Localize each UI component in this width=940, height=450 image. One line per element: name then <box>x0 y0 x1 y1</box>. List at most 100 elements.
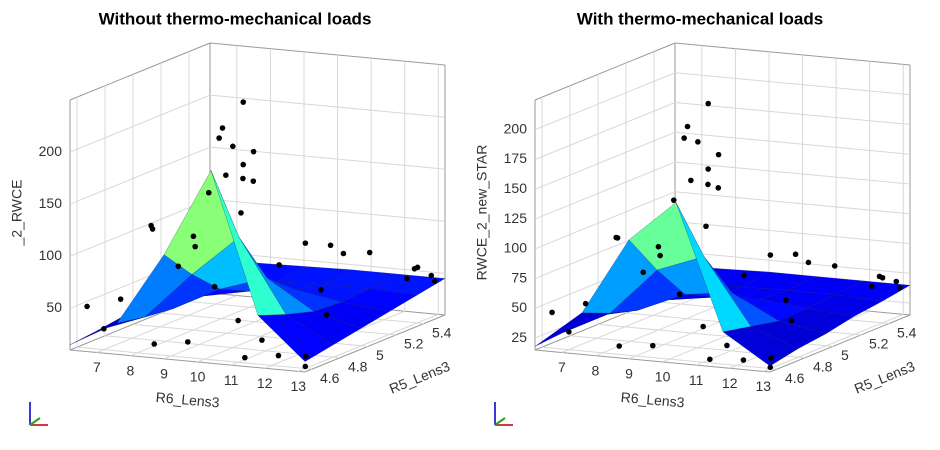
surface <box>534 202 911 367</box>
data-point <box>240 175 246 182</box>
data-point <box>302 363 309 370</box>
data-point <box>101 326 107 332</box>
data-point <box>192 243 198 250</box>
data-point <box>705 181 711 188</box>
z-tick-label: 75 <box>511 269 527 285</box>
box-edge <box>69 349 306 373</box>
data-point <box>724 342 730 349</box>
data-point <box>684 123 691 130</box>
data-point <box>184 339 191 345</box>
z-tick-label: 100 <box>39 247 63 263</box>
data-point <box>582 300 589 307</box>
surface-cell <box>722 326 799 367</box>
data-point <box>84 303 90 310</box>
y-axis-label: R5_Lens3 <box>387 358 452 397</box>
x-tick-label: 12 <box>257 375 273 391</box>
data-point <box>616 343 623 349</box>
data-point <box>805 259 812 266</box>
surface <box>69 170 446 362</box>
box-edge <box>69 42 211 101</box>
data-point <box>740 357 747 363</box>
box-edge <box>209 42 446 66</box>
y-tick-label: 5 <box>376 347 384 363</box>
x-tick-label: 11 <box>224 372 239 388</box>
y-tick-label: 5.2 <box>404 336 424 352</box>
data-point <box>783 297 789 304</box>
x-tick-label: 7 <box>558 359 566 375</box>
x-tick-label: 8 <box>127 362 135 378</box>
box-edge <box>674 42 911 66</box>
data-point <box>238 210 244 216</box>
data-point <box>549 309 555 316</box>
z-tick-label: 50 <box>511 299 527 315</box>
data-point <box>275 352 282 359</box>
z-tick-label: 125 <box>504 210 528 226</box>
data-point <box>688 177 694 184</box>
axis-triad <box>494 402 513 426</box>
grid-line <box>674 221 911 245</box>
data-point <box>670 197 677 203</box>
data-point <box>302 240 309 246</box>
box-edge <box>769 314 911 373</box>
y-tick-label: 5 <box>841 347 849 363</box>
data-point <box>676 291 683 297</box>
grid-line <box>674 102 911 126</box>
data-point <box>216 135 222 141</box>
y-tick-label: 5.4 <box>432 324 452 340</box>
z-tick-label: 200 <box>504 120 528 136</box>
surface-cell <box>257 314 334 362</box>
data-point <box>767 364 774 371</box>
box-edge <box>534 42 676 101</box>
data-point <box>149 226 156 232</box>
x-axis-label: R6_Lens3 <box>155 389 220 411</box>
data-point <box>327 242 334 249</box>
data-point <box>303 353 309 360</box>
grid-line <box>674 131 911 155</box>
x-tick-label: 9 <box>160 366 168 382</box>
data-point <box>219 125 226 131</box>
chart-title: Without thermo-mechanical loads <box>99 9 372 28</box>
x-axis-label: R6_Lens3 <box>620 389 685 411</box>
data-point <box>318 287 324 293</box>
data-point <box>741 272 747 279</box>
grid-line <box>674 161 911 185</box>
y-tick-label: 5.4 <box>897 324 917 340</box>
z-tick-label: 50 <box>46 299 62 315</box>
grid-line <box>76 346 313 370</box>
data-point <box>649 342 656 349</box>
z-axis-label: _2_RWCE <box>9 180 25 247</box>
grid-line <box>534 102 676 160</box>
data-point <box>715 151 722 158</box>
surface-cell <box>534 312 611 347</box>
data-point <box>566 329 572 335</box>
x-tick-label: 10 <box>655 369 671 385</box>
grid-line <box>534 191 676 250</box>
data-point <box>705 100 712 107</box>
z-tick-label: 175 <box>504 150 528 166</box>
grid-line <box>674 72 911 96</box>
y-tick-label: 4.8 <box>348 358 368 374</box>
surface-cell <box>69 316 146 345</box>
data-point <box>223 172 229 178</box>
grid-line <box>298 313 439 372</box>
z-tick-label: 200 <box>39 143 63 159</box>
data-point <box>614 235 621 241</box>
data-point <box>879 274 886 281</box>
data-point <box>715 185 722 191</box>
data-point <box>640 269 647 276</box>
data-point <box>768 355 774 361</box>
data-point <box>896 284 903 291</box>
y-tick-label: 4.6 <box>785 370 805 386</box>
grid-line <box>209 198 446 222</box>
x-tick-label: 7 <box>93 359 101 375</box>
y-axis-label: R5_Lens3 <box>852 358 917 397</box>
data-point <box>657 252 663 259</box>
y-tick-label: 5.2 <box>869 336 889 352</box>
data-point <box>230 143 236 150</box>
data-point <box>276 262 282 268</box>
grid-line <box>69 146 211 205</box>
grid-line <box>534 131 676 190</box>
y-tick-label: 4.8 <box>813 358 833 374</box>
data-point <box>340 250 347 257</box>
data-point <box>831 263 838 269</box>
